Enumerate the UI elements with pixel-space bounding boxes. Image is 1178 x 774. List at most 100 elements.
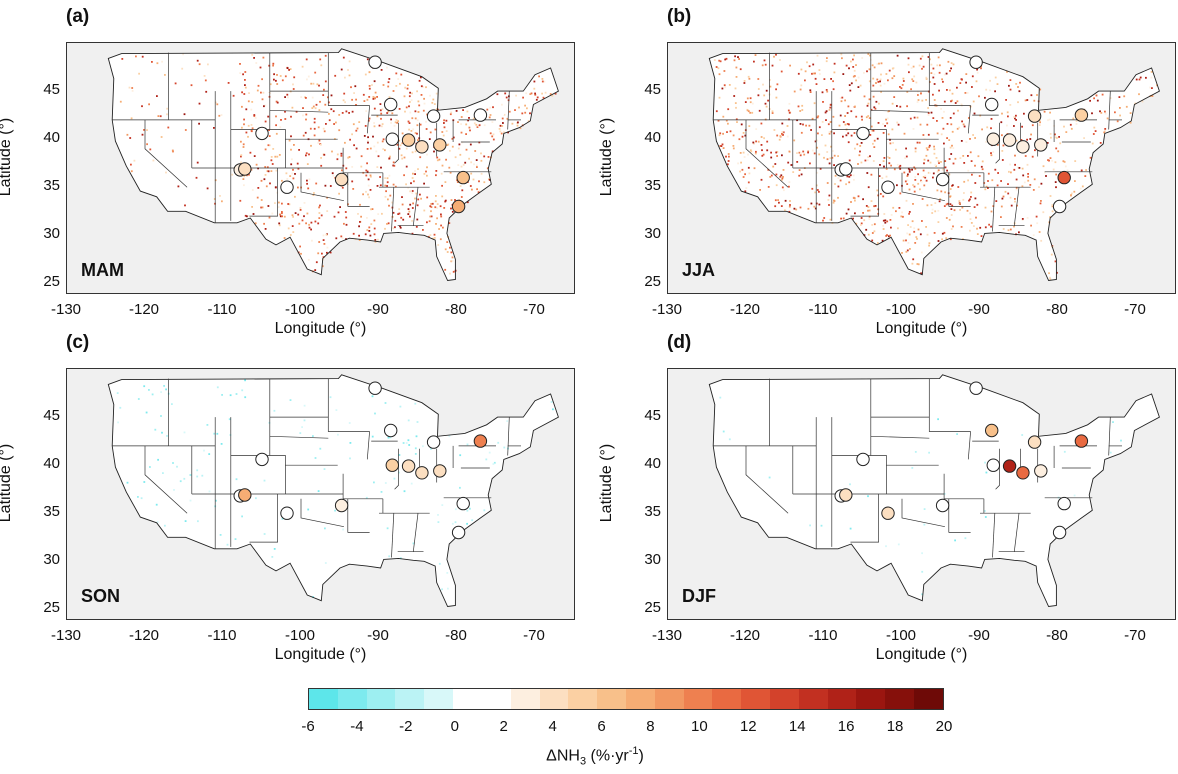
- trend-pixel: [360, 165, 363, 168]
- trend-pixel: [1085, 169, 1087, 171]
- trend-pixel: [374, 412, 376, 415]
- trend-pixel: [927, 114, 930, 116]
- trend-pixel: [382, 148, 385, 150]
- trend-pixel: [367, 141, 369, 144]
- trend-pixel: [469, 129, 471, 132]
- trend-pixel: [384, 184, 387, 187]
- station-marker: [384, 97, 398, 112]
- trend-pixel: [250, 129, 253, 132]
- trend-pixel: [727, 163, 729, 166]
- trend-pixel: [401, 196, 403, 198]
- trend-pixel: [772, 165, 775, 168]
- station-marker: [456, 170, 470, 185]
- trend-pixel: [263, 105, 265, 108]
- trend-pixel: [928, 451, 930, 454]
- trend-pixel: [960, 103, 963, 106]
- trend-pixel: [313, 134, 316, 137]
- trend-pixel: [1010, 204, 1013, 207]
- trend-pixel: [365, 190, 367, 193]
- trend-pixel: [941, 238, 943, 241]
- trend-pixel: [917, 99, 920, 101]
- x-tick-label: -90: [367, 301, 389, 318]
- trend-pixel: [964, 92, 967, 94]
- trend-pixel: [542, 96, 545, 99]
- trend-pixel: [242, 178, 245, 180]
- trend-pixel: [371, 84, 373, 86]
- trend-pixel: [839, 97, 842, 99]
- trend-pixel: [869, 155, 871, 158]
- trend-pixel: [342, 56, 345, 59]
- trend-pixel: [293, 144, 295, 146]
- trend-pixel: [867, 233, 870, 236]
- trend-pixel: [943, 100, 946, 103]
- trend-pixel: [974, 182, 977, 184]
- trend-pixel: [723, 70, 726, 72]
- trend-pixel: [420, 197, 422, 200]
- trend-pixel: [885, 175, 888, 178]
- trend-pixel: [930, 111, 933, 114]
- trend-pixel: [882, 160, 885, 162]
- trend-pixel: [802, 150, 805, 153]
- trend-pixel: [329, 396, 332, 399]
- trend-pixel: [883, 157, 886, 159]
- trend-pixel: [350, 86, 352, 89]
- trend-pixel: [771, 112, 774, 114]
- trend-pixel: [956, 127, 959, 130]
- trend-pixel: [929, 81, 931, 83]
- trend-pixel: [815, 139, 818, 142]
- trend-pixel: [907, 242, 910, 244]
- trend-pixel: [401, 132, 404, 135]
- trend-pixel: [324, 54, 327, 57]
- trend-pixel: [330, 108, 333, 111]
- trend-pixel: [872, 129, 875, 132]
- y-tick-label: 40: [43, 455, 60, 473]
- trend-pixel: [460, 116, 463, 118]
- trend-pixel: [220, 443, 223, 445]
- trend-pixel: [426, 153, 428, 156]
- trend-pixel: [862, 198, 864, 201]
- trend-pixel: [488, 179, 491, 181]
- trend-pixel: [1009, 163, 1011, 166]
- trend-pixel: [506, 420, 509, 422]
- trend-pixel: [962, 123, 965, 126]
- trend-pixel: [368, 96, 371, 98]
- trend-pixel: [386, 185, 388, 187]
- trend-pixel: [965, 73, 968, 75]
- trend-pixel: [936, 170, 939, 173]
- trend-pixel: [854, 105, 856, 108]
- trend-pixel: [242, 146, 245, 148]
- trend-pixel: [489, 132, 492, 135]
- trend-pixel: [784, 209, 786, 212]
- trend-pixel: [533, 87, 536, 90]
- trend-pixel: [189, 499, 192, 502]
- trend-pixel: [471, 188, 473, 191]
- trend-pixel: [382, 84, 385, 86]
- trend-pixel: [845, 183, 847, 186]
- trend-pixel: [404, 86, 407, 89]
- station-marker: [1057, 496, 1071, 511]
- trend-pixel: [942, 80, 944, 83]
- trend-pixel: [319, 204, 321, 207]
- trend-pixel: [396, 121, 398, 124]
- trend-pixel: [781, 186, 784, 189]
- trend-pixel: [283, 237, 286, 239]
- trend-pixel: [728, 438, 731, 441]
- trend-pixel: [798, 151, 801, 154]
- trend-pixel: [411, 92, 413, 95]
- trend-pixel: [962, 198, 965, 201]
- trend-pixel: [868, 209, 871, 212]
- trend-pixel: [935, 165, 937, 167]
- trend-pixel: [749, 97, 752, 100]
- trend-pixel: [248, 215, 250, 217]
- trend-pixel: [250, 124, 253, 126]
- trend-pixel: [220, 114, 223, 116]
- state-border: [901, 172, 945, 202]
- trend-pixel: [981, 160, 984, 163]
- trend-pixel: [1048, 118, 1051, 121]
- trend-pixel: [749, 101, 752, 104]
- trend-pixel: [713, 59, 716, 61]
- trend-pixel: [920, 272, 922, 275]
- trend-pixel: [318, 206, 320, 209]
- trend-pixel: [403, 490, 406, 493]
- trend-pixel: [1021, 434, 1024, 436]
